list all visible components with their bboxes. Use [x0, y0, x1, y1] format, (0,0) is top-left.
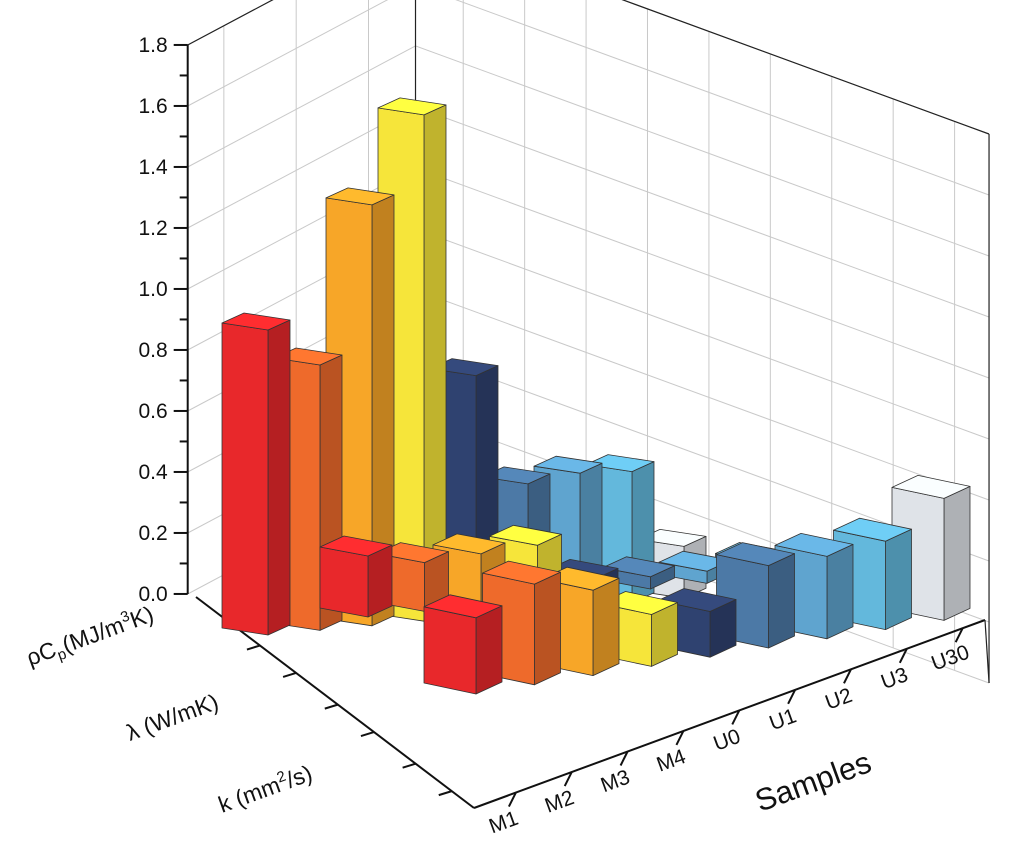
y-tick-label: 1.2	[138, 217, 167, 240]
category-tick	[731, 709, 741, 725]
series-label-rho: ρCp(MJ/m3K)	[22, 600, 158, 675]
series-axis-line	[195, 596, 475, 809]
category-tick	[507, 792, 517, 808]
bar-top	[221, 312, 291, 331]
category-label-m2: M2	[542, 786, 577, 818]
bar-side	[367, 544, 393, 618]
bar-rho-m1	[221, 312, 291, 636]
bar-front	[423, 606, 477, 695]
category-label-m3: M3	[598, 766, 633, 798]
gridline-horizontal	[187, 0, 990, 196]
series-tick	[282, 672, 297, 678]
bar-side	[267, 319, 291, 636]
y-tick-label: 0.8	[138, 339, 167, 362]
series-label-k: k (mm2/s)	[214, 759, 315, 818]
bar-front	[221, 322, 269, 636]
bar-top	[319, 535, 393, 557]
series-tick	[438, 790, 453, 797]
bar-top	[833, 517, 912, 542]
bars	[221, 97, 971, 695]
category-tick	[787, 689, 797, 705]
bar-side	[768, 553, 795, 649]
category-axis-line	[473, 619, 986, 809]
category-label-u3: U3	[878, 663, 911, 694]
y-tick-label: 0.4	[138, 461, 168, 484]
y-tick-label: 0.0	[138, 583, 167, 606]
series-tick	[324, 703, 339, 710]
bar-top	[533, 455, 603, 474]
category-tick	[843, 668, 852, 684]
bar-side	[943, 485, 971, 621]
bar-lambda-m1	[319, 535, 393, 618]
bar-top	[423, 594, 503, 619]
bar-top	[325, 187, 395, 206]
category-label-m4: M4	[654, 745, 690, 777]
y-axis: 0.0 0.2 0.4 0.6 0.8 1.0 1.2 1.4 1.6 1.8	[138, 34, 189, 606]
y-tick-label: 1.8	[138, 34, 167, 57]
wall-top-edge	[187, 0, 990, 135]
y-tick-label: 1.6	[138, 95, 167, 118]
category-tick	[675, 730, 685, 746]
bar-front	[319, 546, 369, 618]
category-tick	[619, 751, 629, 766]
category-tick	[954, 627, 964, 643]
bar-top	[602, 556, 675, 578]
category-tick	[898, 648, 908, 664]
bar-top	[657, 588, 737, 612]
category-label-m1: M1	[486, 807, 521, 839]
category-tick	[563, 771, 573, 787]
series-tick	[246, 644, 261, 651]
bar-side	[475, 605, 503, 695]
bar-k-m1	[423, 594, 503, 695]
bar-side	[885, 528, 912, 630]
bar-side	[826, 544, 854, 640]
bar-top	[482, 560, 561, 585]
x-axis-title: Samples	[750, 744, 875, 818]
y-tick-label: 0.6	[138, 400, 167, 423]
y-tick-label: 1.0	[138, 278, 167, 301]
bar-top	[432, 533, 506, 555]
series-label-lambda: λ (W/mK)	[123, 688, 222, 745]
category-label-u2: U2	[822, 684, 855, 715]
category-label-u1: U1	[766, 704, 799, 735]
bar-top	[377, 97, 447, 116]
series-tick	[360, 731, 375, 737]
category-label-u0: U0	[710, 725, 743, 756]
bar-top	[376, 542, 449, 563]
bar-top	[774, 533, 854, 557]
bar-top	[489, 524, 562, 546]
y-tick-label: 1.4	[138, 156, 168, 179]
floor-right-edge	[984, 619, 990, 684]
bar-top	[585, 454, 655, 473]
bar-top	[891, 474, 971, 499]
bar-side	[534, 571, 561, 686]
series-tick	[402, 762, 416, 769]
bar-side	[592, 577, 620, 676]
bar-top	[716, 542, 795, 566]
y-tick-label: 0.2	[138, 522, 167, 545]
